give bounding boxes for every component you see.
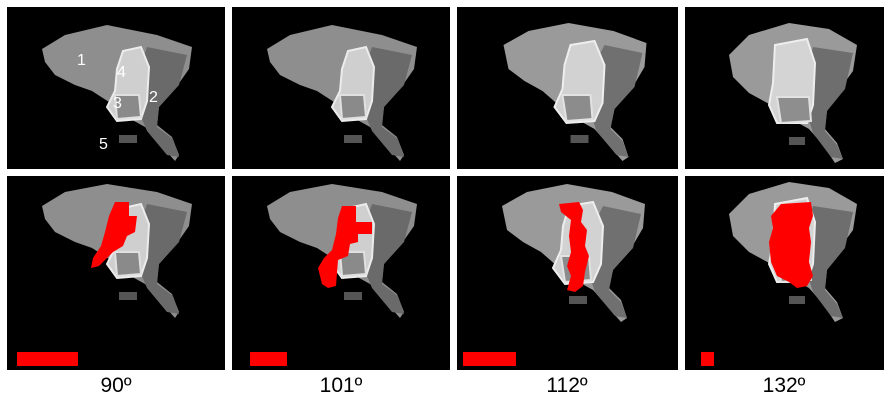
panel-top-3	[457, 7, 678, 169]
anatomy-slice-image	[729, 23, 857, 163]
overlay-extent-bar	[463, 352, 516, 366]
region-label-5: 5	[99, 136, 108, 153]
anatomy-slice-image	[267, 184, 417, 318]
panel-top-4	[685, 7, 884, 169]
overlay-extent-bar	[250, 352, 287, 366]
panel-top-1: 1 4 3 2 5	[7, 7, 225, 169]
angle-label-132: 132º	[762, 374, 806, 397]
anatomy-slice-image	[729, 182, 857, 322]
panel-bottom-2	[232, 176, 450, 370]
angle-label-90: 90º	[100, 374, 132, 397]
region-label-2: 2	[149, 89, 158, 106]
region-label-3: 3	[113, 95, 122, 112]
region-label-4: 4	[117, 64, 126, 81]
panel-bottom-1	[7, 176, 225, 370]
region-label-1: 1	[77, 52, 86, 69]
anatomy-slice-image	[503, 23, 647, 161]
overlay-extent-bar	[17, 352, 78, 366]
panel-bottom-4	[685, 176, 884, 370]
panel-top-2	[232, 7, 450, 169]
panel-bottom-3	[457, 176, 678, 370]
anatomy-slice-image	[42, 184, 192, 318]
anatomy-slice-image	[42, 25, 192, 161]
anatomy-slice-image	[502, 184, 645, 322]
anatomy-slice-image	[267, 25, 417, 161]
overlay-extent-bar	[701, 352, 714, 366]
angle-label-101: 101º	[319, 374, 363, 397]
angle-label-112: 112º	[546, 374, 588, 397]
